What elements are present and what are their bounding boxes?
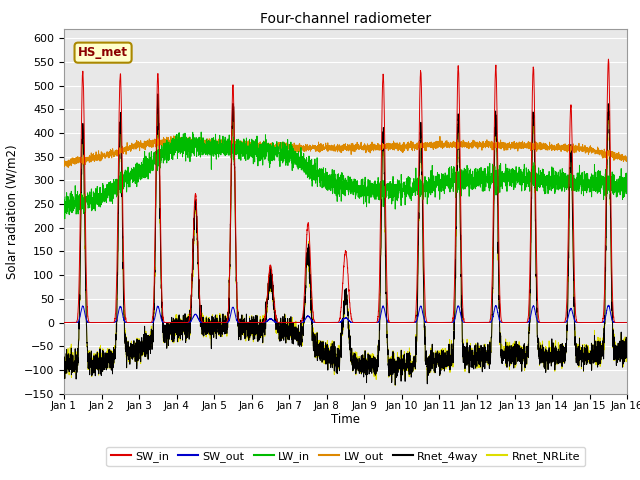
Legend: SW_in, SW_out, LW_in, LW_out, Rnet_4way, Rnet_NRLite: SW_in, SW_out, LW_in, LW_out, Rnet_4way,…: [106, 446, 585, 467]
Text: HS_met: HS_met: [78, 46, 128, 59]
Y-axis label: Solar radiation (W/m2): Solar radiation (W/m2): [5, 144, 19, 278]
X-axis label: Time: Time: [331, 413, 360, 426]
Title: Four-channel radiometer: Four-channel radiometer: [260, 12, 431, 26]
